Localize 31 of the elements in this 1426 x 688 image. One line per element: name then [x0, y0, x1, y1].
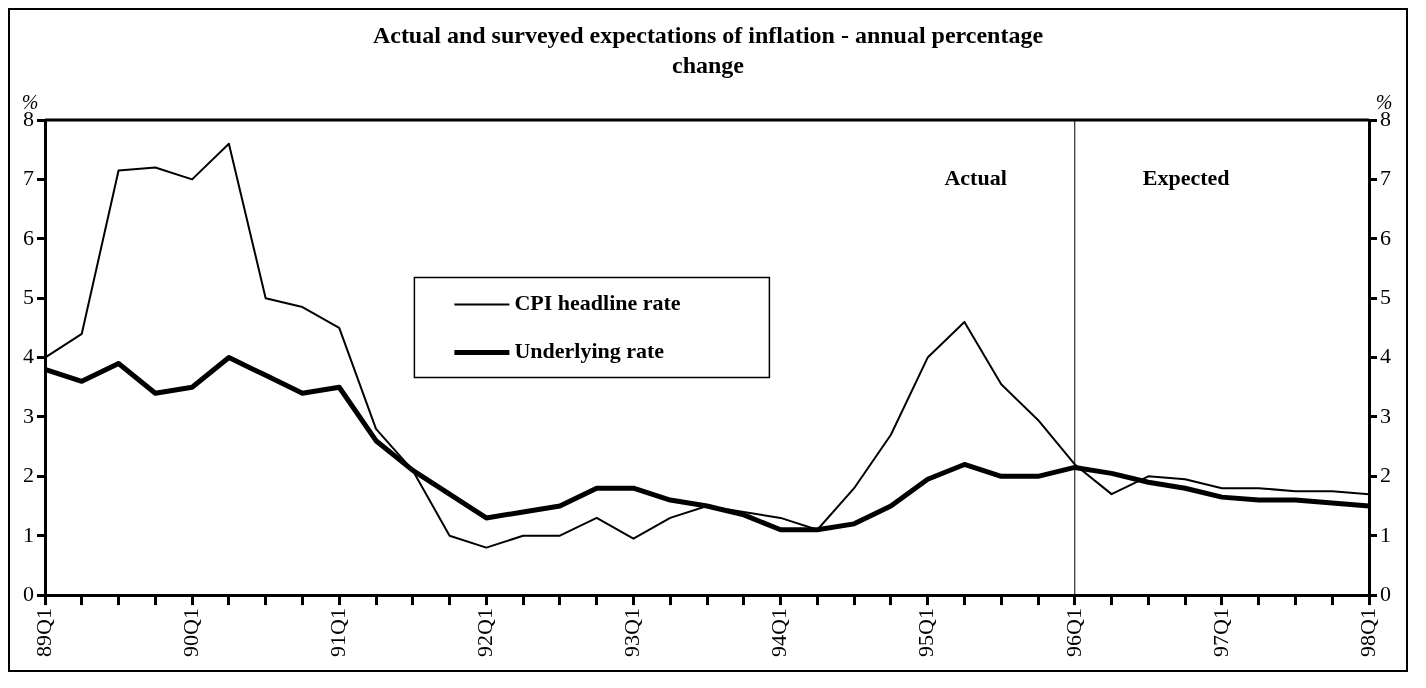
x-tick-label: 89Q1 [30, 608, 56, 657]
y-tick-label: 4 [23, 343, 34, 369]
y2-tick-label: 7 [1380, 165, 1391, 191]
y2-tick-label: 2 [1380, 462, 1391, 488]
x-tick-label: 93Q1 [619, 608, 645, 657]
legend-label: CPI headline rate [514, 290, 681, 316]
x-tick-label: 95Q1 [913, 608, 939, 657]
x-tick-label: 96Q1 [1060, 608, 1086, 657]
y-tick-label: 5 [23, 283, 34, 309]
y2-tick-label: 0 [1380, 580, 1391, 606]
annotation: Expected [1142, 165, 1230, 191]
y-tick-label: 1 [23, 521, 34, 547]
y2-tick-label: 5 [1380, 283, 1391, 309]
annotation: Actual [944, 165, 1007, 191]
y-tick-label: 3 [23, 402, 34, 428]
y2-tick-label: 6 [1380, 224, 1391, 250]
y2-tick-label: 4 [1380, 343, 1391, 369]
x-tick-label: 97Q1 [1207, 608, 1233, 657]
chart-title: Actual and surveyed expectations of inflation - annual percentage change [371, 21, 1045, 80]
y2-tick-label: 3 [1380, 402, 1391, 428]
y-tick-label: 2 [23, 462, 34, 488]
x-tick-label: 94Q1 [766, 608, 792, 657]
y-tick-label: 0 [23, 580, 34, 606]
y-tick-label: 6 [23, 224, 34, 250]
x-tick-label: 91Q1 [325, 608, 350, 657]
x-tick-label: 98Q1 [1354, 608, 1380, 657]
x-tick-label: 90Q1 [177, 608, 203, 657]
y-tick-label: 7 [23, 165, 34, 191]
legend-label: Underlying rate [514, 338, 665, 364]
y2-tick-label: 1 [1380, 521, 1391, 547]
x-tick-label: 92Q1 [472, 608, 498, 657]
